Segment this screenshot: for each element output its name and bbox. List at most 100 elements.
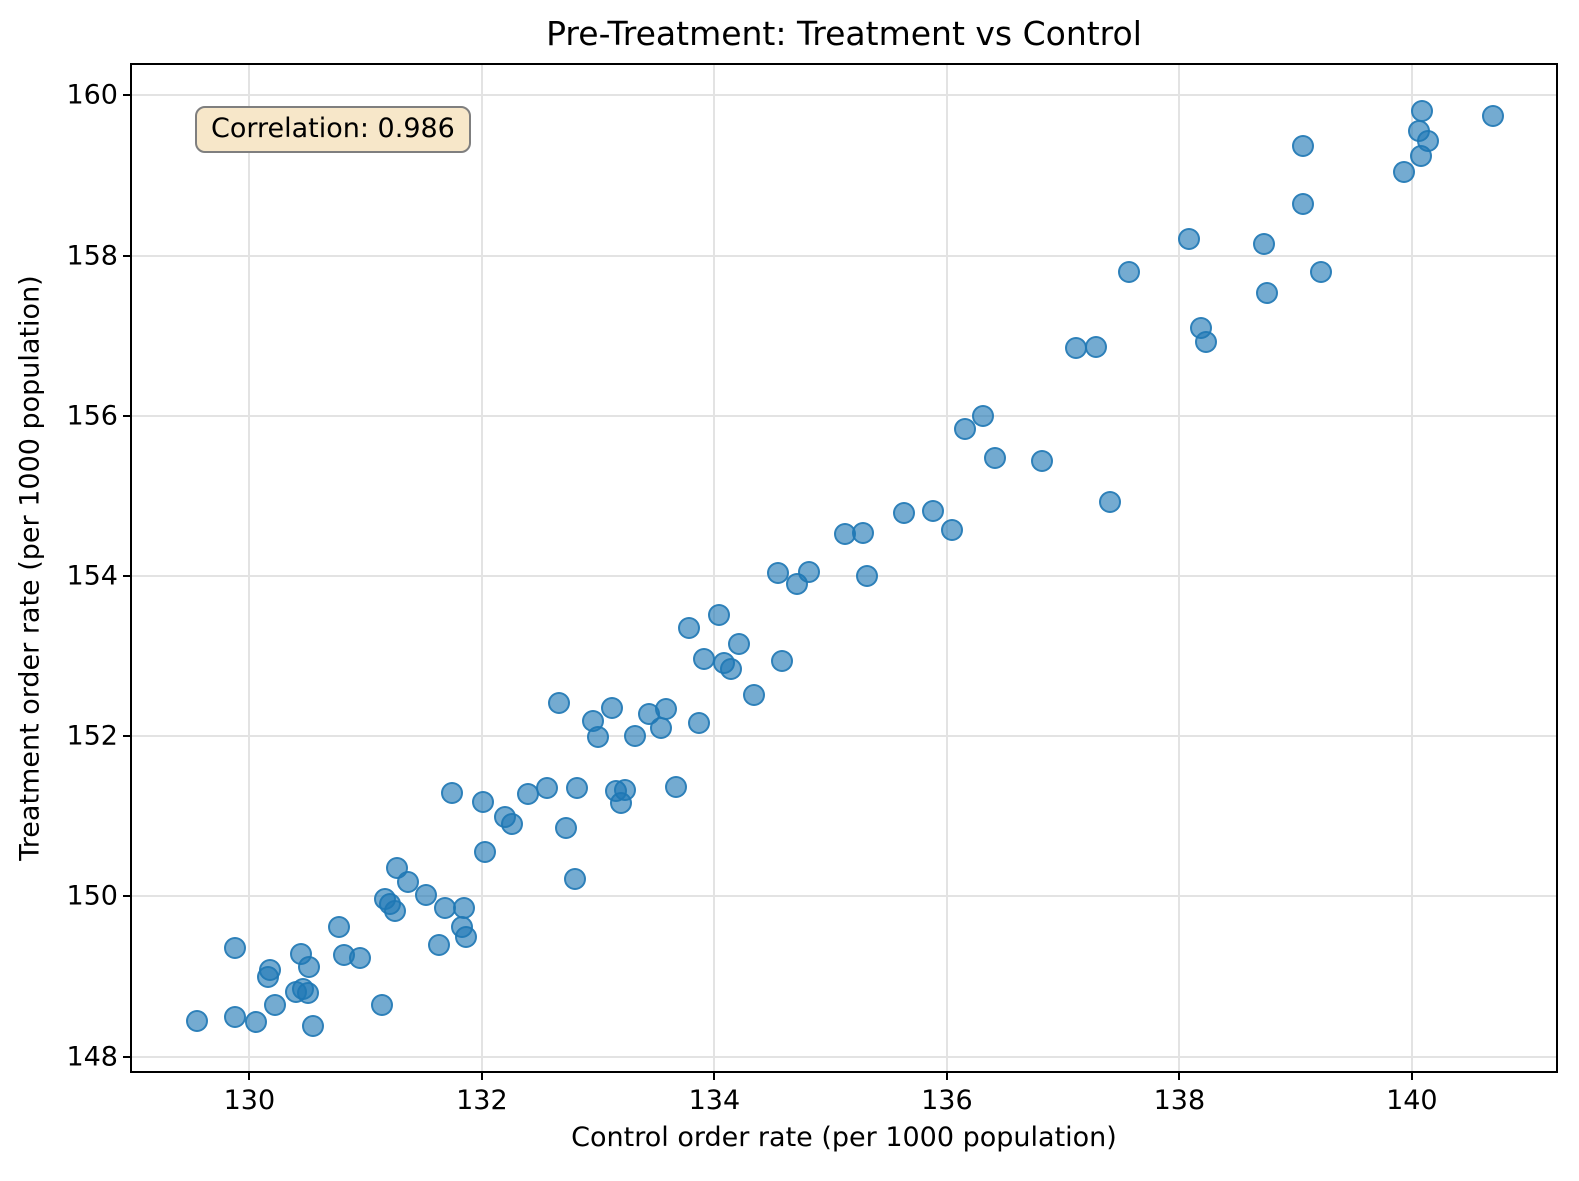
data-point <box>727 633 750 656</box>
data-point <box>566 777 589 800</box>
x-tick <box>945 1071 948 1080</box>
x-gridline <box>1178 65 1181 1071</box>
data-point <box>742 684 765 707</box>
y-tick <box>123 895 132 898</box>
y-tick <box>123 254 132 257</box>
x-gridline <box>248 65 251 1071</box>
data-point <box>1310 260 1333 283</box>
y-tick-label: 148 <box>66 1041 118 1073</box>
data-point <box>383 899 406 922</box>
data-point <box>554 817 577 840</box>
plot-area: 130 132 134 136 138 140 148 150 152 154 156 158 160 C… <box>66 63 1558 1116</box>
x-tick-label: 136 <box>921 1085 973 1116</box>
data-point <box>474 840 497 863</box>
data-point <box>433 897 456 920</box>
x-tick <box>480 1071 483 1080</box>
correlation-annotation: Correlation: 0.986 <box>195 106 471 153</box>
data-point <box>587 726 610 748</box>
x-tick-label: 130 <box>223 1085 276 1116</box>
x-tick <box>1410 1071 1413 1080</box>
y-tick-label: 154 <box>66 560 118 592</box>
data-point <box>547 692 570 715</box>
data-point <box>708 604 731 627</box>
data-point <box>1253 232 1276 255</box>
data-point <box>852 521 875 544</box>
data-point <box>665 775 688 798</box>
data-point <box>472 790 495 813</box>
y-gridline <box>132 895 1556 898</box>
data-point <box>1410 144 1433 167</box>
data-point <box>1291 134 1314 157</box>
data-point <box>1291 193 1314 216</box>
y-tick-label: 158 <box>66 240 118 272</box>
data-point <box>954 418 977 441</box>
data-point <box>415 883 438 906</box>
data-point <box>1177 227 1200 250</box>
x-axis-label: Control order rate (per 1000 population) <box>571 1122 1117 1153</box>
y-axis-label: Treatment order rate (per 1000 populatio… <box>14 275 46 861</box>
data-point <box>257 966 279 989</box>
x-tick-label: 138 <box>1153 1085 1206 1116</box>
data-point <box>563 867 586 890</box>
data-point <box>1098 490 1121 513</box>
y-gridline <box>132 735 1556 738</box>
x-tick <box>1178 1071 1181 1080</box>
y-tick <box>123 575 132 577</box>
data-point <box>535 777 558 800</box>
data-point <box>348 947 371 970</box>
y-gridline <box>132 414 1556 417</box>
data-point <box>297 955 320 978</box>
y-gridline <box>132 254 1556 257</box>
data-point <box>767 561 790 584</box>
data-point <box>224 937 247 960</box>
data-point <box>370 994 393 1017</box>
data-point <box>983 447 1006 470</box>
chart-title: Pre-Treatment: Treatment vs Control <box>546 14 1142 53</box>
data-point <box>654 697 677 720</box>
data-point <box>1411 99 1434 122</box>
x-tick <box>713 1071 716 1080</box>
data-point <box>921 500 944 523</box>
x-gridline <box>945 65 948 1071</box>
data-point <box>296 981 319 1004</box>
x-tick-label: 140 <box>1386 1085 1438 1116</box>
data-point <box>1195 331 1218 354</box>
y-tick-label: 152 <box>66 720 118 752</box>
data-point <box>610 791 633 814</box>
data-point <box>501 813 524 836</box>
data-point <box>1084 335 1107 358</box>
data-point <box>327 915 350 938</box>
data-point <box>245 1011 268 1034</box>
y-tick <box>123 735 132 738</box>
data-point <box>971 404 994 427</box>
y-tick <box>123 414 132 417</box>
data-point <box>892 501 915 524</box>
data-point <box>719 657 742 680</box>
data-point <box>396 870 419 893</box>
data-point <box>1392 161 1415 184</box>
y-gridline <box>132 94 1556 97</box>
x-tick-label: 134 <box>688 1085 741 1116</box>
data-point <box>186 1010 209 1033</box>
y-gridline <box>132 1055 1556 1058</box>
data-point <box>797 561 820 583</box>
x-gridline <box>480 65 483 1071</box>
data-point <box>1482 105 1505 128</box>
data-point <box>940 519 963 542</box>
data-point <box>454 926 477 949</box>
data-point <box>688 711 711 734</box>
data-point <box>302 1015 325 1038</box>
data-point <box>770 649 793 672</box>
x-gridline <box>1410 65 1413 1071</box>
data-point <box>1064 336 1087 359</box>
y-tick <box>123 1055 132 1058</box>
data-point <box>440 782 463 805</box>
data-point <box>427 934 450 957</box>
data-point <box>1031 449 1054 472</box>
x-tick-label: 132 <box>456 1085 508 1116</box>
data-point <box>601 697 624 720</box>
data-point <box>224 1006 247 1029</box>
y-tick-label: 156 <box>66 400 118 432</box>
data-point <box>263 994 286 1017</box>
data-point <box>677 617 700 640</box>
